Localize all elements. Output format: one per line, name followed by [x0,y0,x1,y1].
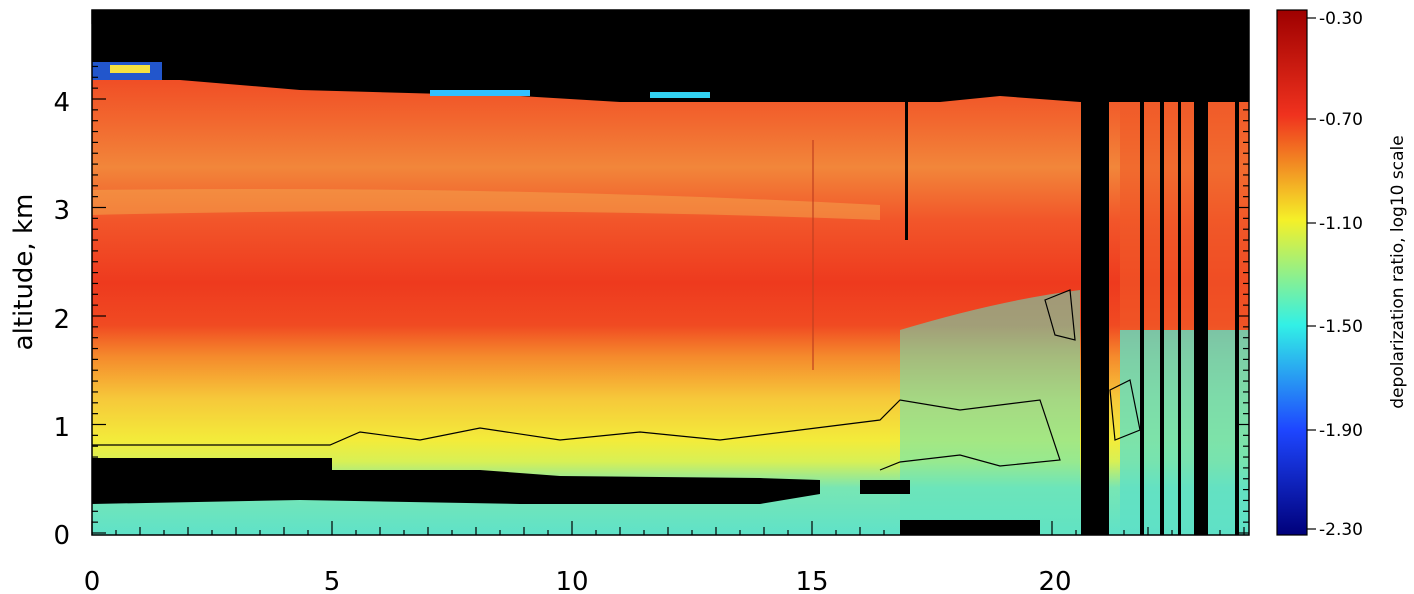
y-axis [92,11,1249,534]
x-tick-label: 5 [324,567,341,594]
y-axis-title: altitude, km [9,194,39,351]
x-tick-label: 20 [1038,567,1071,594]
colorbar-tick-label: -1.10 [1319,214,1363,234]
x-axis [91,10,1245,535]
colorbar-tick-label: -0.70 [1319,110,1363,130]
y-tick-label: 4 [53,88,70,118]
heatmap-field [92,10,1249,535]
colorbar-tick-label: -1.50 [1319,317,1363,337]
y-tick-label: 2 [53,305,70,335]
x-tick-label: 15 [795,567,828,594]
colorbar-tick-label: -2.30 [1319,520,1363,540]
x-tick-label: 10 [555,567,588,594]
colorbar-ticks [1307,17,1316,530]
colorbar-title: depolarization ratio, log10 scale [1388,135,1408,408]
colorbar-tick-label: -0.30 [1319,9,1363,29]
y-tick-label: 3 [53,196,70,226]
y-tick-label: 1 [53,413,70,443]
colorbar [1276,9,1308,536]
x-tick-label: 0 [84,567,101,594]
colorbar-tick-label: -1.90 [1319,421,1363,441]
y-tick-label: 0 [53,521,70,551]
